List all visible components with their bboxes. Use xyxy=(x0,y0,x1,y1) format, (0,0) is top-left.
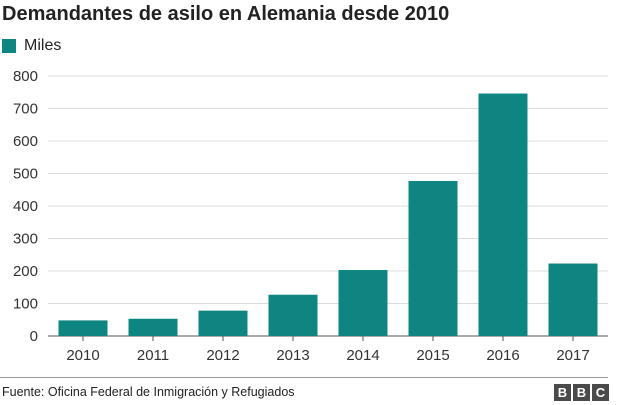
x-tick-label: 2012 xyxy=(206,347,239,364)
legend: Miles xyxy=(2,37,61,55)
x-tick-label: 2015 xyxy=(416,347,449,364)
legend-label: Miles xyxy=(24,37,62,54)
y-tick-label: 300 xyxy=(13,231,38,248)
y-tick-label: 100 xyxy=(13,296,38,313)
y-tick-label: 600 xyxy=(13,133,38,150)
bbc-logo-block: B xyxy=(554,384,571,401)
x-tick-label: 2010 xyxy=(66,347,99,364)
x-tick-label: 2016 xyxy=(486,347,519,364)
source-note: Fuente: Oficina Federal de Inmigración y… xyxy=(2,385,295,399)
y-tick-label: 700 xyxy=(13,101,38,118)
bar xyxy=(548,263,598,336)
legend-swatch xyxy=(2,39,16,53)
bar xyxy=(198,310,248,336)
y-tick-label: 800 xyxy=(13,68,38,85)
bar xyxy=(268,294,318,336)
bbc-logo-block: B xyxy=(573,384,590,401)
x-tick-label: 2014 xyxy=(346,347,379,364)
bar xyxy=(338,270,388,336)
bar xyxy=(408,180,458,336)
y-tick-label: 200 xyxy=(13,263,38,280)
footer-divider xyxy=(0,377,608,378)
bar xyxy=(478,93,528,336)
bar xyxy=(128,318,178,336)
x-tick-label: 2013 xyxy=(276,347,309,364)
bar xyxy=(58,320,108,336)
y-tick-label: 400 xyxy=(13,198,38,215)
x-tick-label: 2011 xyxy=(137,347,169,364)
y-tick-label: 0 xyxy=(30,328,38,345)
chart-title: Demandantes de asilo en Alemania desde 2… xyxy=(2,3,450,25)
x-tick-label: 2017 xyxy=(556,347,589,364)
y-tick-label: 500 xyxy=(13,166,38,183)
bbc-logo-block: C xyxy=(592,384,609,401)
